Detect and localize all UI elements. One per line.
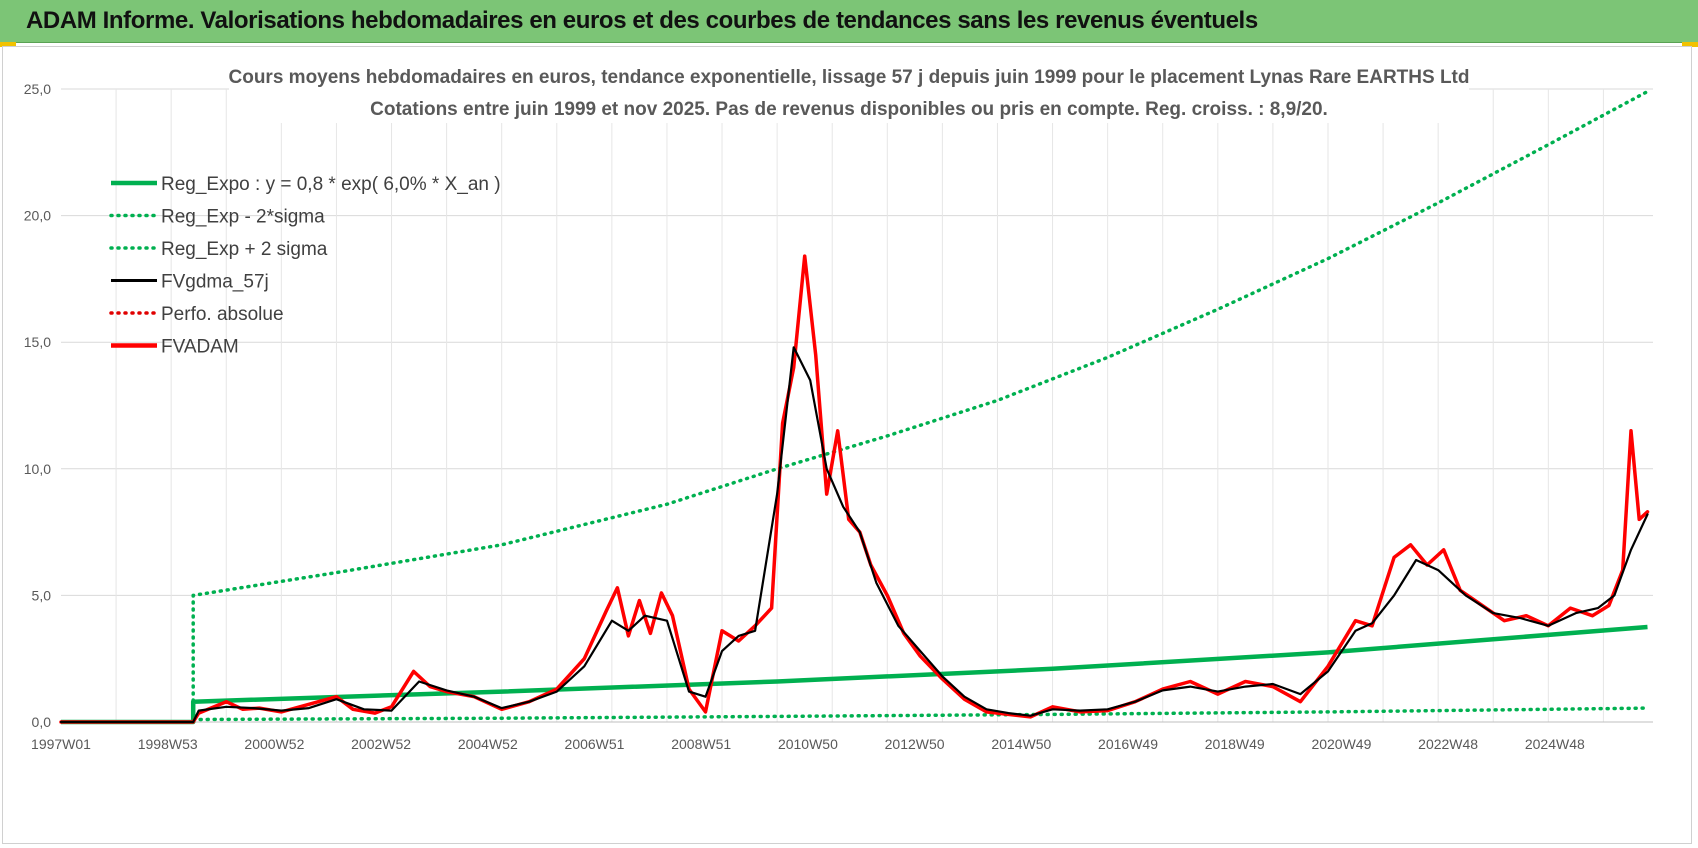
legend-label: Reg_Exp + 2 sigma: [161, 239, 328, 260]
y-tick-label: 25,0: [24, 81, 51, 97]
chart-title: Cours moyens hebdomadaires en euros, ten…: [229, 61, 1470, 123]
x-tick-label: 1998W53: [138, 736, 198, 752]
corner-marker-left: [0, 42, 16, 47]
page-title: ADAM Informe. Valorisations hebdomadaire…: [26, 7, 1258, 34]
x-tick-label: 2008W51: [671, 736, 731, 752]
grid-layer: [61, 88, 1653, 723]
legend: Reg_Expo : y = 0,8 * exp( 6,0% * X_an ) R…: [109, 174, 501, 358]
series-reg-exp-minus-2sigma: [191, 706, 1650, 722]
x-tick-label: 2016W49: [1098, 736, 1158, 752]
x-tick-label: 2000W52: [244, 736, 304, 752]
x-tick-label: 1997W01: [31, 736, 91, 752]
legend-label: Reg_Exp - 2*sigma: [161, 207, 325, 228]
x-tick-label: 2010W50: [778, 736, 838, 752]
x-tick-label: 2018W49: [1205, 736, 1265, 752]
series-reg-exp-plus-2sigma: [191, 89, 1650, 724]
x-tick-label: 2012W50: [885, 736, 945, 752]
legend-label: FVgdma_57j: [161, 272, 269, 293]
chart-title-line1: Cours moyens hebdomadaires en euros, ten…: [229, 67, 1470, 88]
axis-layer: 0,0 5,0 10,0 15,0 20,0 25,0 1997W01 1998W53 2000…: [24, 81, 1653, 752]
legend-label: Perfo. absolue: [161, 304, 284, 325]
y-tick-label: 10,0: [24, 461, 51, 477]
x-tick-label: 2020W49: [1311, 736, 1371, 752]
y-tick-label: 20,0: [24, 208, 51, 224]
chart-frame: 0,0 5,0 10,0 15,0 20,0 25,0 1997W01 1998W53 2000…: [2, 46, 1692, 844]
chart-title-background: [229, 61, 1469, 123]
x-tick-label: 2006W51: [565, 736, 625, 752]
x-tick-label: 2014W50: [991, 736, 1051, 752]
x-tick-label: 2004W52: [458, 736, 518, 752]
legend-label: Reg_Expo : y = 0,8 * exp( 6,0% * X_an ): [161, 174, 501, 195]
y-tick-label: 15,0: [24, 334, 51, 350]
series-layer: [59, 89, 1650, 725]
legend-label: FVADAM: [161, 337, 239, 358]
chart-title-line2: Cotations entre juin 1999 et nov 2025. P…: [370, 99, 1328, 120]
x-tick-label: 2002W52: [351, 736, 411, 752]
series-reg-expo: [61, 624, 1648, 725]
corner-marker-right: [1682, 42, 1698, 47]
series-fvgdma-57j: [59, 346, 1649, 724]
series-fvadam: [59, 254, 1650, 724]
y-tick-label: 0,0: [32, 714, 52, 730]
x-tick-label: 2022W48: [1418, 736, 1478, 752]
chart-svg: 0,0 5,0 10,0 15,0 20,0 25,0 1997W01 1998W53 2000…: [24, 61, 1653, 752]
y-tick-label: 5,0: [32, 587, 52, 603]
x-tick-label: 2024W48: [1525, 736, 1585, 752]
header-bar: ADAM Informe. Valorisations hebdomadaire…: [0, 0, 1698, 43]
